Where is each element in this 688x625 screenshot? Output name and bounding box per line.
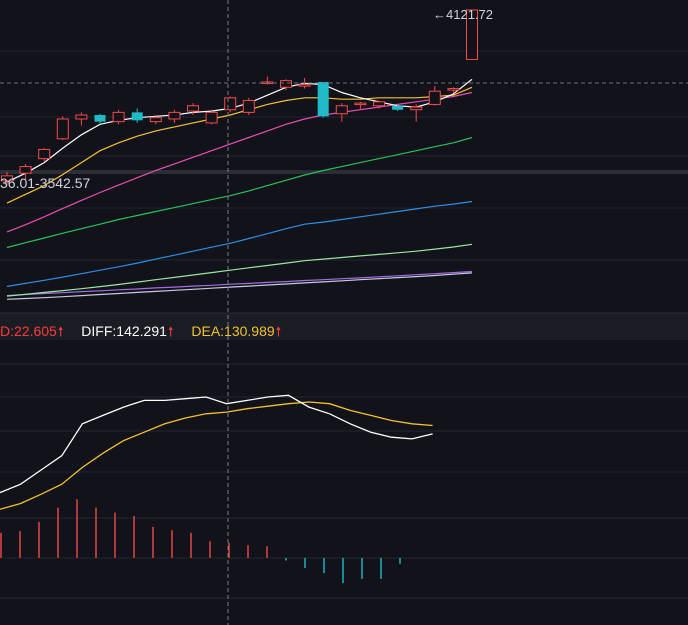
ma_slow-line bbox=[6, 272, 473, 300]
candle-body bbox=[75, 114, 88, 120]
candle-body bbox=[149, 117, 162, 123]
ma60-line bbox=[6, 200, 473, 287]
dea-line bbox=[0, 401, 433, 510]
macd-header-band bbox=[0, 313, 688, 340]
candle-body bbox=[38, 148, 51, 160]
candle-body bbox=[466, 9, 478, 60]
candle-body bbox=[1, 175, 13, 182]
candle-body bbox=[112, 111, 125, 123]
price-range-label: 36.01-3542.57 bbox=[0, 175, 91, 191]
candle-body bbox=[131, 112, 143, 121]
diff-value: DIFF:142.291 bbox=[81, 323, 167, 339]
ma120-line bbox=[6, 243, 473, 297]
dea-value: DEA:130.989 bbox=[191, 323, 275, 339]
up-arrow-icon: 🠕 bbox=[57, 324, 64, 339]
candle-body bbox=[94, 115, 106, 122]
candle-body bbox=[224, 97, 237, 111]
candle-body bbox=[317, 81, 329, 117]
up-arrow-icon: 🠕 bbox=[167, 324, 174, 339]
candle-body bbox=[354, 102, 367, 106]
candle-body bbox=[280, 80, 292, 88]
candle-body bbox=[56, 118, 69, 140]
grid bbox=[0, 50, 688, 599]
macd-legend-macd: D:22.605🠕 bbox=[0, 323, 63, 339]
candle-body bbox=[428, 90, 441, 105]
last-price-label: ←4121.72 bbox=[433, 7, 493, 22]
ma10-line bbox=[6, 86, 473, 204]
candle-body bbox=[392, 105, 404, 110]
macd-legend: D:22.605🠕 DIFF:142.291🠕 DEA:130.989🠕 bbox=[0, 322, 295, 341]
ma5-line bbox=[6, 78, 473, 183]
macd-lines bbox=[0, 394, 433, 510]
candle-body bbox=[187, 105, 199, 112]
highlight-band bbox=[0, 170, 688, 174]
diff-line bbox=[0, 394, 433, 494]
candle-body bbox=[205, 111, 218, 124]
macd-legend-diff: DIFF:142.291🠕 bbox=[81, 323, 173, 339]
candle-body bbox=[168, 111, 181, 120]
up-arrow-icon: 🠕 bbox=[275, 324, 282, 339]
candle-body bbox=[298, 84, 311, 87]
macd-legend-dea: DEA:130.989🠕 bbox=[191, 323, 281, 339]
ma250-line bbox=[6, 270, 473, 297]
candle-body bbox=[242, 99, 255, 113]
ma30-line bbox=[6, 136, 473, 249]
macd-value: D:22.605 bbox=[0, 323, 57, 339]
candle-body bbox=[447, 88, 460, 91]
moving-average-lines bbox=[6, 78, 473, 300]
candle-body bbox=[410, 106, 423, 111]
macd-histogram bbox=[0, 499, 401, 584]
candle-body bbox=[19, 166, 32, 174]
candle-body bbox=[335, 105, 348, 115]
candle-body bbox=[373, 101, 385, 107]
